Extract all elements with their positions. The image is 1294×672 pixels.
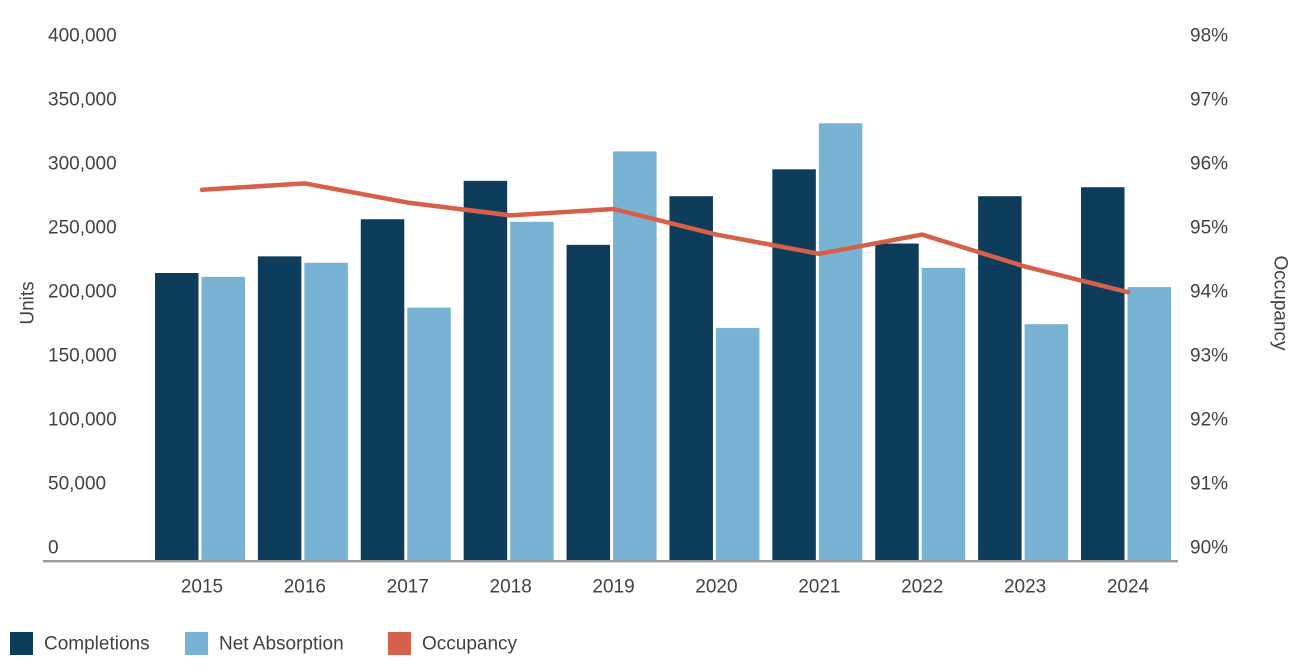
right-axis-tick-label: 93% (1190, 346, 1228, 367)
completions-bar-2015 (155, 273, 199, 561)
left-axis-tick-labels: 400,000 350,000 300,000 250,000 200,000 150,0… (48, 26, 117, 559)
x-axis-label-2024: 2024 (1107, 577, 1150, 598)
right-axis-tick-label: 92% (1190, 410, 1228, 431)
left-axis-tick-label: 200,000 (48, 282, 117, 303)
left-axis-tick-label: 250,000 (48, 218, 117, 239)
occupancy-line (199, 181, 1131, 295)
legend-label-completions: Completions (44, 634, 150, 655)
right-axis-tick-label: 90% (1190, 538, 1228, 559)
net-absorption-bar-2016 (304, 262, 348, 561)
legend-swatch-completions (10, 632, 33, 655)
x-axis-line (43, 560, 1178, 563)
x-axis-label-2015: 2015 (181, 577, 223, 598)
right-axis-tick-label: 97% (1190, 90, 1228, 111)
net-absorption-bar-2018 (510, 221, 554, 562)
completions-bar-2020 (669, 196, 713, 561)
completions-bar-2017 (360, 219, 405, 562)
left-axis-tick-label: 50,000 (48, 474, 106, 495)
net-absorption-bar-2021 (818, 123, 863, 562)
completions-bar-2023 (978, 196, 1022, 561)
left-axis-tick-label: 350,000 (48, 90, 117, 111)
left-axis-tick-label: 300,000 (48, 154, 117, 175)
legend-swatch-net-absorption (185, 632, 208, 655)
net-absorption-bar-2015 (201, 276, 245, 561)
right-axis-tick-label: 96% (1190, 154, 1228, 175)
left-axis-tick-label: 100,000 (48, 410, 117, 431)
left-axis-tick-label: 150,000 (48, 346, 117, 367)
completions-bar-2018 (463, 180, 508, 561)
left-axis-title: Units (18, 281, 39, 324)
completions-bar-2021 (772, 169, 816, 561)
right-axis-tick-labels: 98% 97% 96% 95% 94% 93% 92% 91% 90% (1190, 26, 1228, 559)
x-axis-label-2021: 2021 (798, 577, 840, 598)
x-axis-label-2018: 2018 (490, 577, 532, 598)
completions-bar-2016 (257, 256, 302, 561)
left-axis-tick-label: 0 (48, 538, 59, 559)
x-axis-label-2016: 2016 (284, 577, 326, 598)
x-axis-label-2023: 2023 (1004, 577, 1046, 598)
completions-bar-2022 (875, 243, 919, 561)
bars-layer (155, 123, 1172, 562)
completions-bar-2024 (1081, 187, 1125, 562)
x-axis-year-labels: 2015 2016 2017 2018 2019 2020 2021 2022 2023 2024 (181, 577, 1150, 598)
net-absorption-bar-2017 (407, 307, 451, 561)
completions-bar-2019 (566, 244, 611, 561)
net-absorption-bar-2024 (1127, 287, 1172, 561)
right-axis-tick-label: 94% (1190, 282, 1228, 303)
legend-label-occupancy: Occupancy (422, 634, 518, 655)
net-absorption-bar-2023 (1024, 324, 1069, 561)
net-absorption-bar-2022 (921, 267, 966, 561)
right-axis-tick-label: 95% (1190, 218, 1228, 239)
right-axis-tick-label: 91% (1190, 474, 1228, 495)
x-axis-label-2022: 2022 (901, 577, 943, 598)
right-axis-tick-label: 98% (1190, 26, 1228, 47)
x-axis-label-2019: 2019 (592, 577, 634, 598)
x-axis-label-2020: 2020 (695, 577, 737, 598)
net-absorption-bar-2020 (715, 328, 760, 561)
legend-label-net-absorption: Net Absorption (219, 634, 344, 655)
x-axis-label-2017: 2017 (387, 577, 429, 598)
left-axis-tick-label: 400,000 (48, 26, 117, 47)
right-axis-title: Occupancy (1270, 255, 1291, 351)
legend: Completions Net Absorption Occupancy (10, 632, 518, 655)
legend-swatch-occupancy (388, 632, 411, 655)
